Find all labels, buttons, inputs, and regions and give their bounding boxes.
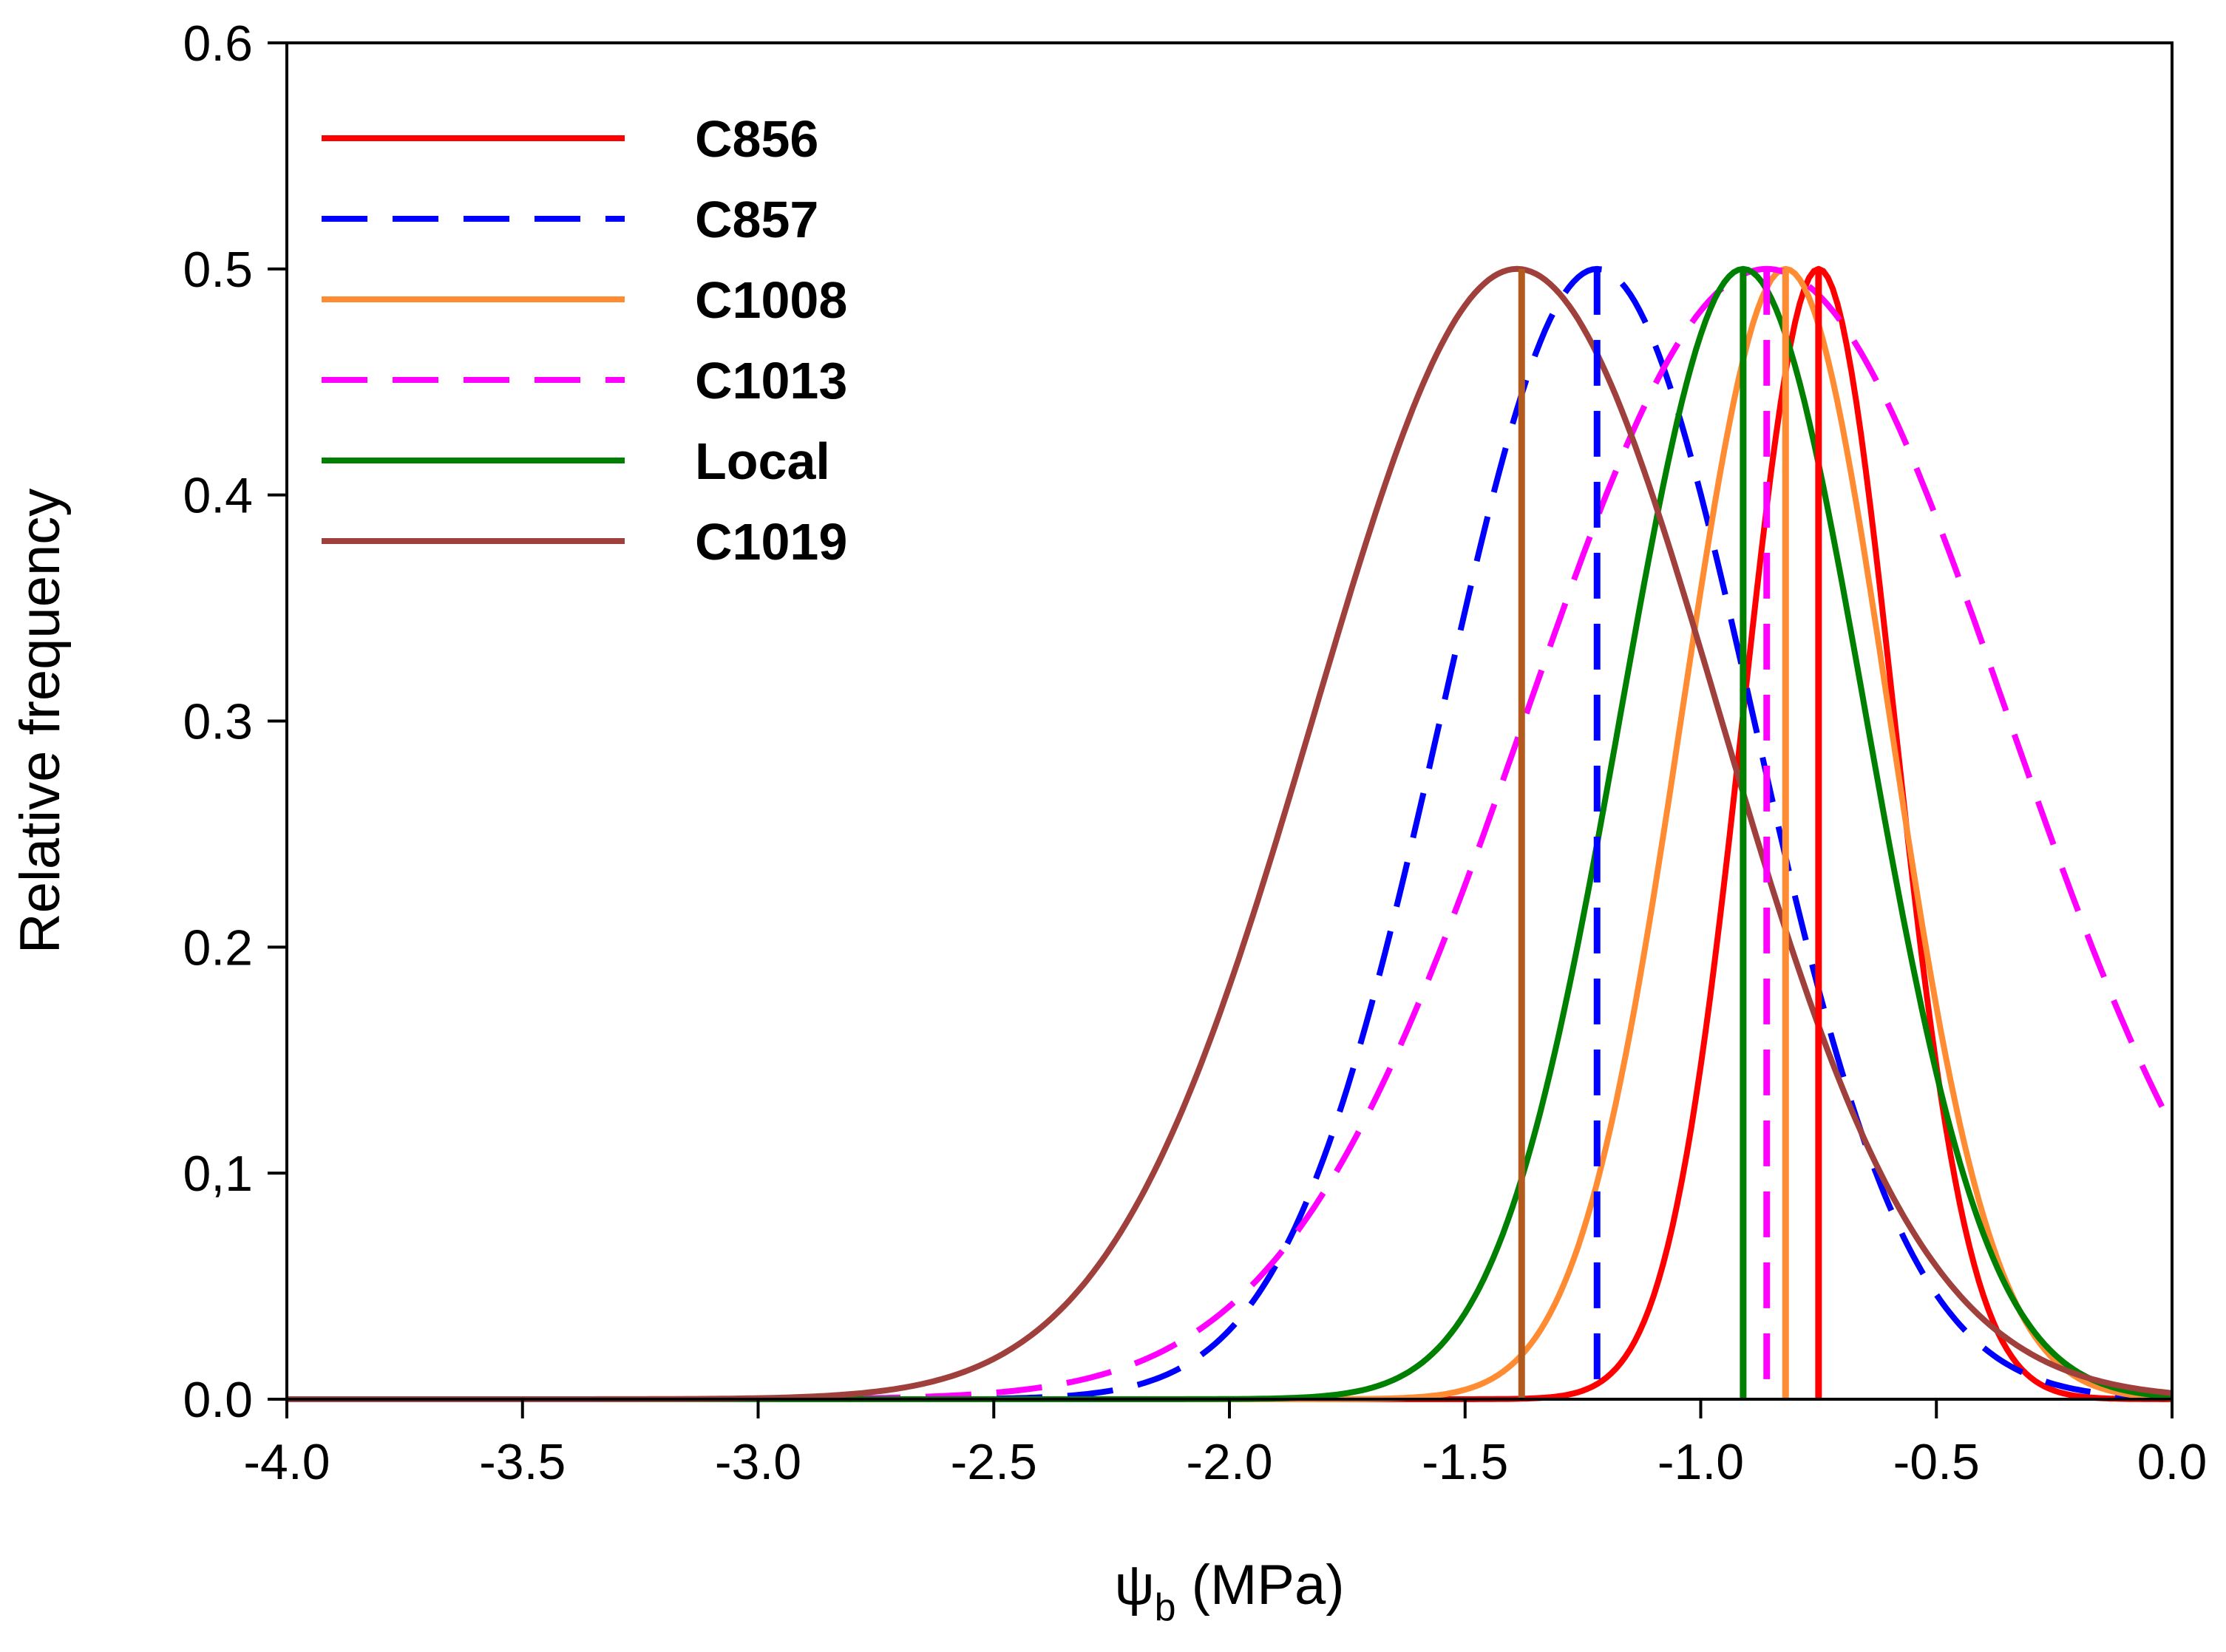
x-tick-label: 0.0	[2137, 1434, 2208, 1490]
x-axis-symbol: ψ	[1114, 1554, 1154, 1617]
legend: C856 C857 C1008 C1013 Local C1019	[322, 110, 847, 571]
x-tick-label: -0.5	[1893, 1434, 1980, 1490]
y-axis: 0.0 0,1 0.2 0.3 0.4 0.5 0.6	[183, 16, 287, 1428]
legend-label-c1008: C1008	[695, 271, 847, 329]
curve-local	[287, 265, 2173, 1402]
x-tick-label: -1.0	[1657, 1434, 1744, 1490]
legend-label-c1013: C1013	[695, 352, 847, 409]
x-tick-label: -3.0	[715, 1434, 801, 1490]
x-axis: -4.0 -3.5 -3.0 -2.5 -2.0 -1.5 -1.0 -0.5 0.0	[243, 1399, 2207, 1490]
vertical-lines-layer	[1518, 268, 1822, 1399]
x-tick-label: -1.5	[1422, 1434, 1508, 1490]
legend-label-c1019: C1019	[695, 513, 847, 571]
x-tick-label: -4.0	[243, 1434, 330, 1490]
y-axis-title: Relative frequency	[9, 489, 72, 954]
legend-label-c857: C857	[695, 191, 818, 248]
y-tick-label: 0.3	[183, 694, 253, 750]
x-axis-unit: (MPa)	[1176, 1554, 1345, 1617]
y-tick-label: 0.0	[183, 1372, 253, 1428]
y-tick-label: 0.2	[183, 920, 253, 976]
x-tick-label: -2.5	[951, 1434, 1037, 1490]
x-axis-title: ψb (MPa)	[1114, 1554, 1344, 1629]
y-tick-label: 0.5	[183, 242, 253, 298]
x-tick-label: -2.0	[1186, 1434, 1272, 1490]
curves-layer	[287, 265, 2175, 1402]
x-axis-subscript: b	[1155, 1586, 1176, 1629]
y-tick-label: 0,1	[183, 1146, 253, 1202]
legend-label-local: Local	[695, 432, 830, 490]
legend-label-c856: C856	[695, 110, 818, 168]
y-tick-label: 0.4	[183, 468, 253, 524]
y-tick-label: 0.6	[183, 16, 253, 72]
x-tick-label: -3.5	[479, 1434, 566, 1490]
